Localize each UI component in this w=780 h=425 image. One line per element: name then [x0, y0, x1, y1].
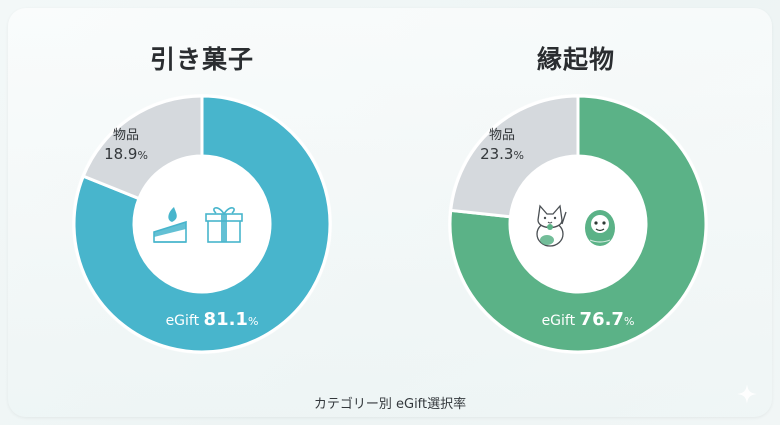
label-goods-name: 物品	[113, 128, 139, 143]
donut-center	[135, 157, 269, 291]
slice-egift	[448, 94, 708, 354]
donut-center	[511, 157, 645, 291]
slice-egift	[72, 94, 332, 354]
chart-caption: カテゴリー別 eGift選択率	[313, 397, 467, 412]
chart-title-hikigashi: 引き菓子	[149, 45, 254, 74]
label-goods-value: 23.3%	[480, 145, 524, 163]
donut-chart-engimono: eGift 76.7% 物品 23.3%	[448, 94, 708, 354]
slice-goods	[449, 94, 580, 219]
label-egift: eGift 81.1%	[166, 309, 259, 330]
daruma-icon	[585, 210, 615, 246]
label-goods-name: 物品	[489, 128, 515, 143]
cake-icon	[153, 207, 187, 243]
sparkle-icon	[737, 384, 757, 404]
slice-goods	[81, 94, 204, 201]
chart-title-engimono: 縁起物	[536, 45, 615, 74]
gift-box-icon	[205, 207, 243, 243]
label-goods-value: 18.9%	[104, 145, 148, 163]
donut-chart-hikigashi: eGift 81.1% 物品 18.9%	[72, 94, 332, 354]
label-egift: eGift 76.7%	[542, 309, 635, 330]
maneki-neko-icon	[536, 204, 567, 247]
